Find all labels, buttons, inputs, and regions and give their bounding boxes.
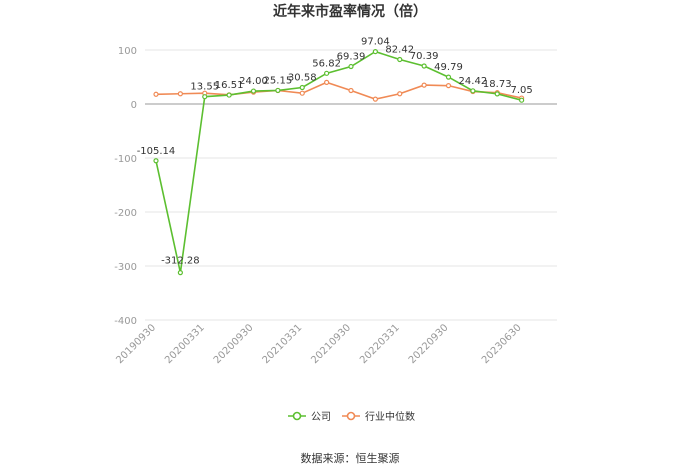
data-label: 97.04 [361,37,390,48]
data-point[interactable] [202,94,208,100]
series-layer [153,48,525,276]
data-label: 56.82 [312,58,341,69]
data-point[interactable] [519,97,525,103]
data-source: 数据来源：恒生聚源 [301,451,400,465]
x-tick-label: 20220331 [358,322,402,366]
data-label: 70.39 [410,51,439,62]
legend-label: 行业中位数 [365,410,415,423]
data-point[interactable] [397,56,403,63]
data-point[interactable] [445,74,452,80]
data-point[interactable] [324,79,330,86]
x-tick-label: 20210930 [309,322,353,366]
legend-item-industry-median[interactable]: 行业中位数 [342,410,415,423]
data-label: 7.05 [510,85,532,96]
data-point[interactable] [494,91,500,97]
chart-title: 近年来市盈率情况（倍） [273,3,427,20]
data-label: 24.00 [239,76,268,87]
legend-item-company[interactable]: 公司 [288,411,331,423]
data-label: -105.14 [137,146,176,157]
series-line-industry-median [155,81,522,100]
y-tick-label: -200 [114,208,137,219]
data-point[interactable] [324,70,330,76]
legend-label: 公司 [311,412,331,423]
data-label: 18.73 [483,79,512,90]
data-point[interactable] [397,91,403,97]
data-point[interactable] [348,87,354,94]
x-tick-label: 20200331 [163,322,207,366]
data-point[interactable] [153,158,159,164]
data-label: -312.28 [161,256,200,267]
y-tick-label: 100 [118,46,137,57]
data-label: 82.42 [385,44,414,55]
data-point[interactable] [445,83,452,89]
data-point[interactable] [153,91,159,97]
x-axis: 20190930 20200331 20200930 20210331 20210930… [114,322,523,366]
y-tick-label: 0 [131,100,137,111]
x-tick-label: 20210331 [261,322,305,366]
data-point[interactable] [372,96,378,102]
y-tick-label: -100 [114,154,137,165]
data-point[interactable] [421,82,427,88]
y-tick-label: -400 [114,316,137,327]
x-tick-label: 20230630 [480,322,524,366]
data-point[interactable] [250,88,257,94]
x-tick-label: 20200930 [212,322,256,366]
data-point[interactable] [372,48,378,55]
data-label: 49.79 [434,62,463,73]
y-axis: 100 0 -100 -200 -300 -400 [114,46,137,327]
data-point[interactable] [226,92,232,98]
data-label: 69.39 [337,52,366,63]
data-point[interactable] [177,91,183,97]
legend-swatch-marker [292,411,302,421]
x-tick-label: 20190930 [114,322,158,366]
data-label: 30.58 [288,72,317,83]
data-point[interactable] [275,87,281,94]
legend-swatch-marker [346,411,356,421]
data-label: 25.15 [264,75,293,86]
data-label: 24.42 [459,76,488,87]
data-point[interactable] [299,84,305,91]
data-point[interactable] [299,90,305,96]
data-point[interactable] [177,270,183,276]
data-point[interactable] [421,63,427,69]
y-tick-label: -300 [114,262,137,273]
data-point[interactable] [348,63,354,70]
grid [145,49,557,321]
legend[interactable]: 公司 行业中位数 [288,410,415,423]
data-label: 13.55 [190,82,219,93]
x-tick-label: 20220930 [407,322,451,366]
series-line-company [155,50,522,273]
data-point[interactable] [470,88,476,94]
data-label: 16.51 [215,80,244,91]
